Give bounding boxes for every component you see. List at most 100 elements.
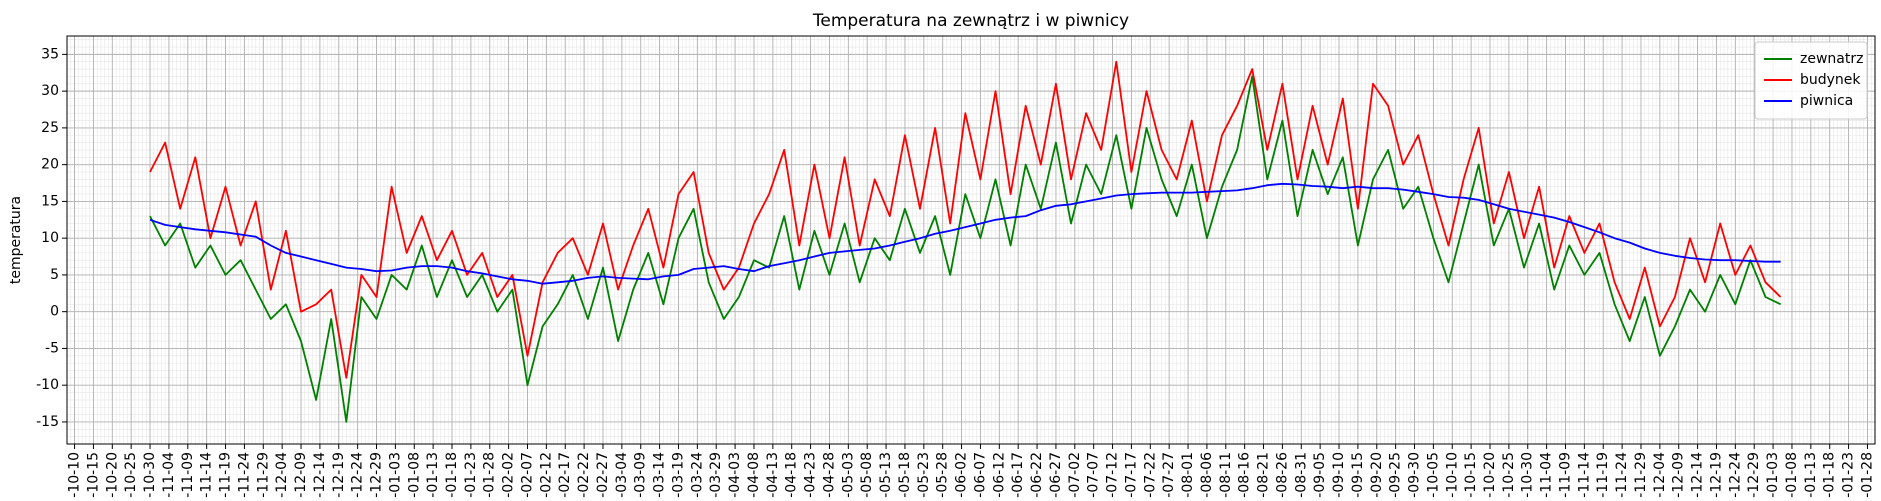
- x-tick-label: -07-02: [1067, 452, 1083, 498]
- x-tick-label: -08-26: [1274, 452, 1290, 498]
- x-tick-label: -08-06: [1199, 452, 1215, 498]
- y-tick-label: -5: [45, 340, 59, 356]
- x-tick-label: -10-30: [142, 452, 158, 498]
- x-tick-label: -09-10: [1331, 452, 1347, 498]
- x-tick-label: -07-27: [1161, 452, 1177, 498]
- x-tick-label: -09-30: [1407, 452, 1423, 498]
- x-tick-label: -11-14: [199, 452, 215, 498]
- x-tick-label: -07-12: [1105, 452, 1121, 498]
- x-tick-label: -10-10: [1444, 452, 1460, 498]
- x-tick-label: -06-12: [991, 452, 1007, 498]
- x-tick-label: -08-16: [1237, 452, 1253, 498]
- y-tick-label: 35: [41, 46, 59, 62]
- plot-frame: [66, 35, 1876, 445]
- y-tick-label: 0: [50, 304, 59, 320]
- x-tick-label: -10-15: [1463, 452, 1479, 498]
- x-tick-label: -12-19: [1708, 452, 1724, 498]
- x-tick-label: -11-19: [218, 452, 234, 498]
- x-tick-label: -06-02: [954, 452, 970, 498]
- x-tick-label: -06-17: [1010, 452, 1026, 498]
- x-tick-label: -01-03: [1765, 452, 1781, 498]
- x-tick-label: -03-19: [670, 452, 686, 498]
- x-tick-label: -05-13: [878, 452, 894, 498]
- x-tick-label: -03-04: [614, 452, 630, 498]
- y-tick-label: 5: [50, 267, 59, 283]
- x-tick-label: -02-17: [557, 452, 573, 498]
- x-tick-label: -01-18: [444, 452, 460, 498]
- x-tick-label: -11-19: [1595, 452, 1611, 498]
- legend-box: [1754, 41, 1868, 120]
- x-tick-label: -03-29: [708, 452, 724, 498]
- x-tick-label: -01-13: [425, 452, 441, 498]
- x-tick-label: -10-15: [85, 452, 101, 498]
- x-tick-label: -01-18: [1822, 452, 1838, 498]
- x-tick-label: -11-24: [1614, 452, 1630, 498]
- x-tick-label: -10-20: [1482, 452, 1498, 498]
- y-axis-label: temperatura: [8, 196, 24, 284]
- x-tick-label: -03-24: [689, 452, 705, 498]
- x-tick-label: -07-22: [1142, 452, 1158, 498]
- x-tick-label: -04-03: [727, 452, 743, 498]
- x-tick-label: -08-21: [1256, 452, 1272, 498]
- x-tick-label: -10-05: [1425, 452, 1441, 498]
- x-tick-label: -04-23: [803, 452, 819, 498]
- y-tick-label: 20: [41, 157, 59, 173]
- legend-label: zewnatrz: [1800, 51, 1863, 67]
- x-tick-label: -11-14: [1576, 452, 1592, 498]
- x-tick-label: -07-17: [1123, 452, 1139, 498]
- x-tick-label: -02-22: [576, 452, 592, 498]
- x-tick-label: -02-02: [501, 452, 517, 498]
- x-tick-label: -10-10: [67, 452, 83, 498]
- x-tick-label: -01-13: [1803, 452, 1819, 498]
- x-tick-label: -12-19: [331, 452, 347, 498]
- x-tick-label: -10-25: [123, 452, 139, 498]
- x-tick-label: -05-28: [935, 452, 951, 498]
- chart-title: Temperatura na zewnątrz i w piwnicy: [812, 11, 1129, 31]
- x-tick-label: -01-08: [1784, 452, 1800, 498]
- x-tick-label: -01-23: [1841, 452, 1857, 498]
- x-tick-label: -09-05: [1312, 452, 1328, 498]
- x-tick-label: -11-24: [236, 452, 252, 498]
- x-tick-label: -02-07: [519, 452, 535, 498]
- x-tick-label: -11-04: [1539, 452, 1555, 498]
- x-tick-label: -01-23: [463, 452, 479, 498]
- x-tick-label: -12-29: [369, 452, 385, 498]
- x-tick-label: -03-09: [633, 452, 649, 498]
- x-tick-label: -06-22: [1029, 452, 1045, 498]
- x-tick-label: -08-01: [1180, 452, 1196, 498]
- x-tick-label: -12-09: [293, 452, 309, 498]
- x-tick-label: -09-25: [1388, 452, 1404, 498]
- y-tick-label: 10: [41, 230, 59, 246]
- legend-label: piwnica: [1800, 93, 1853, 109]
- y-tick-label: 15: [41, 193, 59, 209]
- y-tick-label: 30: [41, 83, 59, 99]
- x-tick-label: -07-07: [1086, 452, 1102, 498]
- y-tick-label: -10: [36, 377, 59, 393]
- x-tick-label: -01-03: [387, 452, 403, 498]
- x-tick-label: -05-18: [897, 452, 913, 498]
- x-tick-label: -04-28: [821, 452, 837, 498]
- y-tick-label: -15: [36, 414, 59, 430]
- x-tick-label: -04-08: [746, 452, 762, 498]
- x-tick-label: -06-07: [972, 452, 988, 498]
- series-line: [149, 182, 1781, 285]
- y-tick-label: 25: [41, 120, 59, 136]
- legend-label: budynek: [1800, 72, 1861, 88]
- x-tick-label: -01-08: [406, 452, 422, 498]
- x-tick-label: -12-14: [1690, 452, 1706, 498]
- x-tick-label: -01-28: [482, 452, 498, 498]
- series-line: [149, 60, 1782, 379]
- x-tick-label: -12-14: [312, 452, 328, 498]
- x-tick-label: -10-25: [1501, 452, 1517, 498]
- x-tick-label: -11-04: [161, 452, 177, 498]
- x-tick-label: -06-27: [1048, 452, 1064, 498]
- x-tick-label: -11-29: [255, 452, 271, 498]
- x-tick-label: -01-28: [1859, 452, 1875, 498]
- x-tick-label: -12-24: [350, 452, 366, 498]
- x-tick-label: -05-23: [916, 452, 932, 498]
- x-tick-label: -04-18: [784, 452, 800, 498]
- x-tick-label: -12-09: [1671, 452, 1687, 498]
- x-tick-label: -12-04: [1652, 452, 1668, 498]
- x-tick-label: -09-20: [1369, 452, 1385, 498]
